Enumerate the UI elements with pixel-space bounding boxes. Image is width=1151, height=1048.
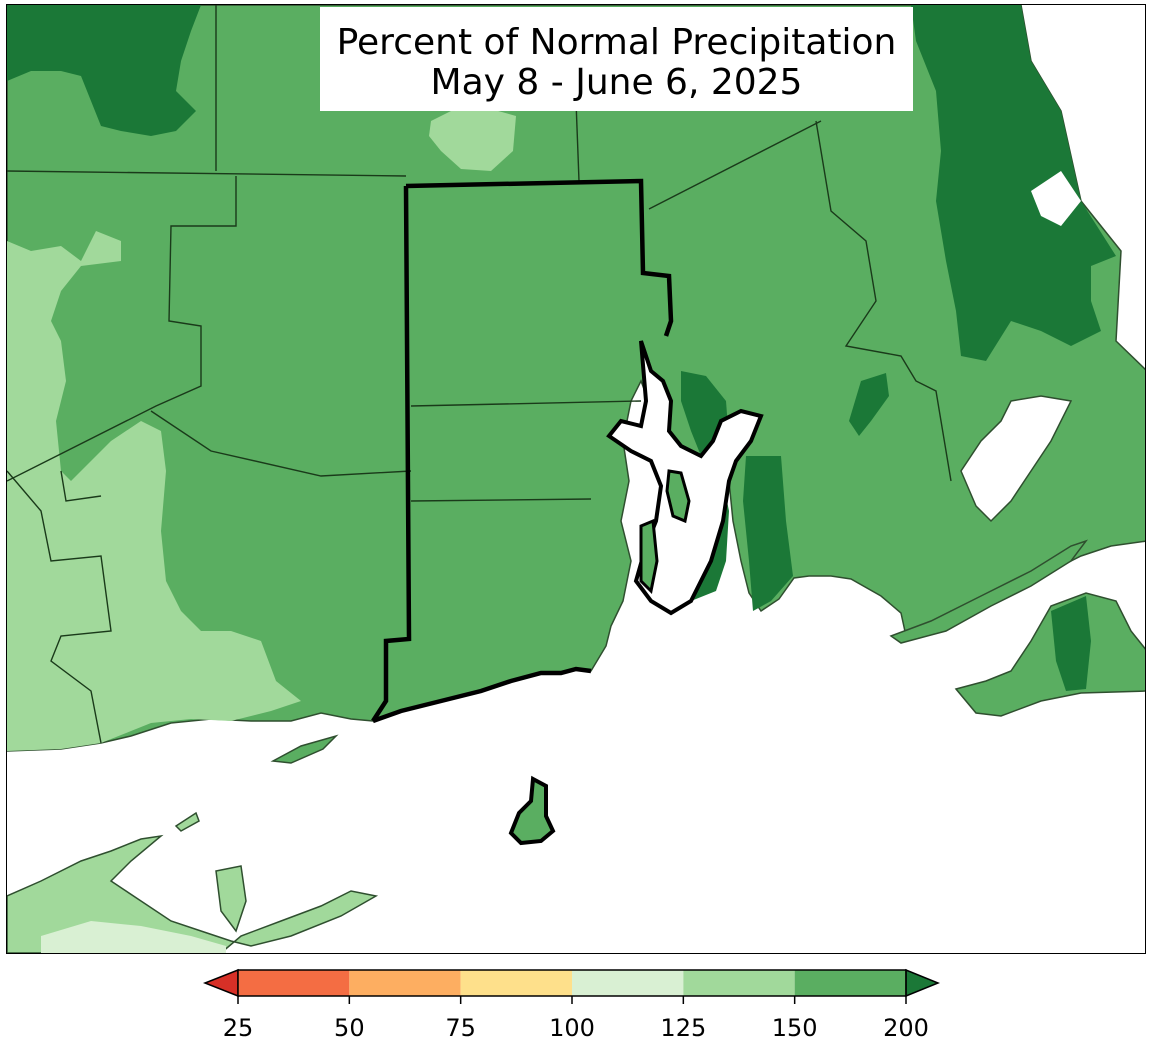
precipitation-map [6, 4, 1146, 954]
colorbar-extend-high [905, 968, 940, 998]
marthas-vineyard [954, 592, 1145, 717]
long-island-light [41, 921, 226, 953]
fishers-island [270, 734, 339, 764]
elizabeth-islands [889, 539, 1089, 644]
block-island [508, 775, 556, 846]
area-over-200-spot-ma [849, 373, 889, 436]
title-line-1: Percent of Normal Precipitation [336, 22, 897, 63]
colorbar-tick-label: 25 [223, 1014, 254, 1042]
colorbar-bin [794, 970, 906, 996]
bay-island-conanicut [639, 518, 659, 595]
title-line-2: May 8 - June 6, 2025 [430, 62, 803, 103]
gardiners-island [215, 865, 247, 933]
plum-island [174, 811, 200, 832]
colorbar-legend: 25 50 75 100 125 150 200 [202, 968, 940, 1042]
state-borders [371, 178, 674, 724]
buzzards-bay-inlets [960, 395, 1073, 523]
colorbar-tick-label: 50 [334, 1014, 365, 1042]
cape-cod-bay [1031, 171, 1081, 226]
colorbar-bins [202, 968, 940, 998]
colorbar-bin [683, 970, 795, 996]
colorbar-tick-label: 200 [883, 1014, 929, 1042]
area-125-150-north-blob [429, 109, 516, 171]
area-over-200-east [911, 5, 1116, 361]
county-borders [7, 5, 952, 744]
colorbar-extend-low [202, 968, 239, 998]
colorbar-tick-label: 125 [660, 1014, 706, 1042]
colorbar-tick-label: 150 [772, 1014, 818, 1042]
colorbar-bin [238, 970, 350, 996]
map-canvas [7, 5, 1145, 953]
colorbar-bin [349, 970, 461, 996]
area-over-200-sakonnet [743, 456, 793, 611]
colorbar-ticks: 25 50 75 100 125 150 200 [223, 996, 929, 1042]
colorbar-tick-label: 75 [445, 1014, 476, 1042]
map-title: Percent of Normal Precipitation May 8 - … [320, 7, 913, 111]
area-over-200-vineyard [1051, 596, 1091, 691]
area-125-150-west [7, 231, 301, 751]
colorbar-bin [572, 970, 684, 996]
area-over-200-northwest [7, 5, 201, 136]
bay-island-prudence [665, 469, 691, 524]
colorbar-bin [460, 970, 572, 996]
colorbar-tick-label: 100 [549, 1014, 595, 1042]
